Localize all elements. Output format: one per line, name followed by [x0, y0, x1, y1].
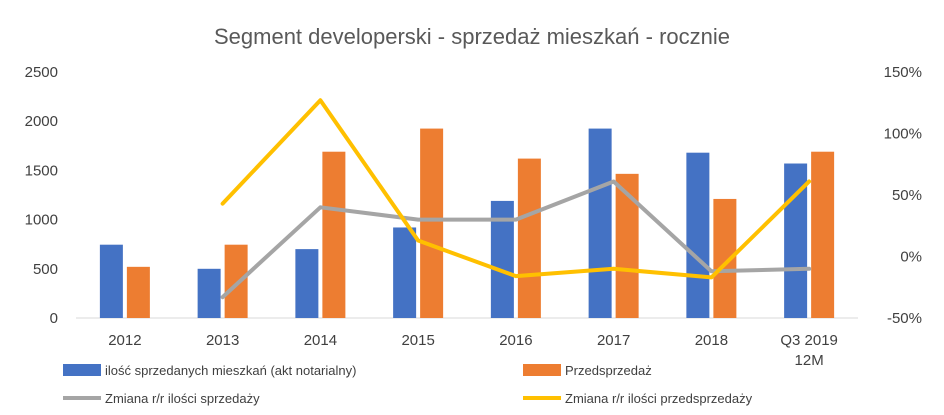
x-tick-label: Q3 2019	[780, 332, 838, 349]
bar-sales	[295, 249, 319, 318]
y-left-tick-label: 1500	[25, 162, 58, 179]
legend: ilość sprzedanych mieszkań (akt notarial…	[63, 363, 753, 406]
y-right-tick-label: -50%	[887, 310, 922, 327]
legend-label: Przedsprzedaż	[565, 363, 652, 378]
bar-presales	[224, 244, 248, 318]
y-right-tick-label: 50%	[892, 187, 922, 204]
x-tick-label: 2012	[108, 332, 141, 349]
bars	[99, 128, 835, 318]
bar-sales	[393, 227, 417, 318]
y-axis-right: -50% 0% 50% 100% 150%	[884, 64, 922, 327]
y-axis-left: 0 500 1000 1500 2000 2500	[25, 64, 58, 327]
bar-sales	[197, 268, 221, 318]
legend-swatch	[523, 364, 561, 376]
bar-presales	[322, 151, 346, 318]
line-presales-change	[220, 98, 812, 280]
y-right-tick-label: 100%	[884, 126, 922, 143]
y-left-tick-label: 2000	[25, 113, 58, 130]
y-left-tick-label: 1000	[25, 212, 58, 229]
y-right-tick-label: 150%	[884, 64, 922, 81]
x-tick-label: 12M	[795, 352, 824, 369]
legend-label: Zmiana r/r ilości sprzedaży	[105, 391, 260, 406]
y-left-tick-label: 0	[50, 310, 58, 327]
x-tick-label: 2015	[401, 332, 434, 349]
x-tick-label: 2017	[597, 332, 630, 349]
bar-sales	[686, 152, 710, 318]
y-left-tick-label: 2500	[25, 64, 58, 81]
x-tick-label: 2016	[499, 332, 532, 349]
y-right-tick-label: 0%	[900, 249, 922, 266]
y-left-tick-label: 500	[33, 261, 58, 278]
legend-swatch	[63, 364, 101, 376]
bar-presales	[615, 173, 639, 318]
chart-title: Segment developerski - sprzedaż mieszkań…	[214, 24, 730, 49]
bar-presales	[811, 151, 835, 318]
bar-sales	[99, 244, 123, 318]
lines	[220, 98, 812, 300]
bar-presales	[713, 198, 737, 318]
x-tick-label: 2013	[206, 332, 239, 349]
x-tick-label: 2018	[695, 332, 728, 349]
line-sales-change	[220, 179, 812, 300]
bar-presales	[420, 128, 444, 318]
legend-label: ilość sprzedanych mieszkań (akt notarial…	[105, 363, 356, 378]
x-tick-label: 2014	[304, 332, 337, 349]
bar-sales	[588, 128, 612, 318]
bar-sales	[490, 200, 514, 318]
bar-presales	[517, 158, 541, 318]
x-axis: 2012 2013 2014 2015 2016 2017 2018 Q3 2019 12M	[108, 332, 838, 369]
legend-label: Zmiana r/r ilości przedsprzedaży	[565, 391, 753, 406]
bar-presales	[126, 266, 150, 318]
